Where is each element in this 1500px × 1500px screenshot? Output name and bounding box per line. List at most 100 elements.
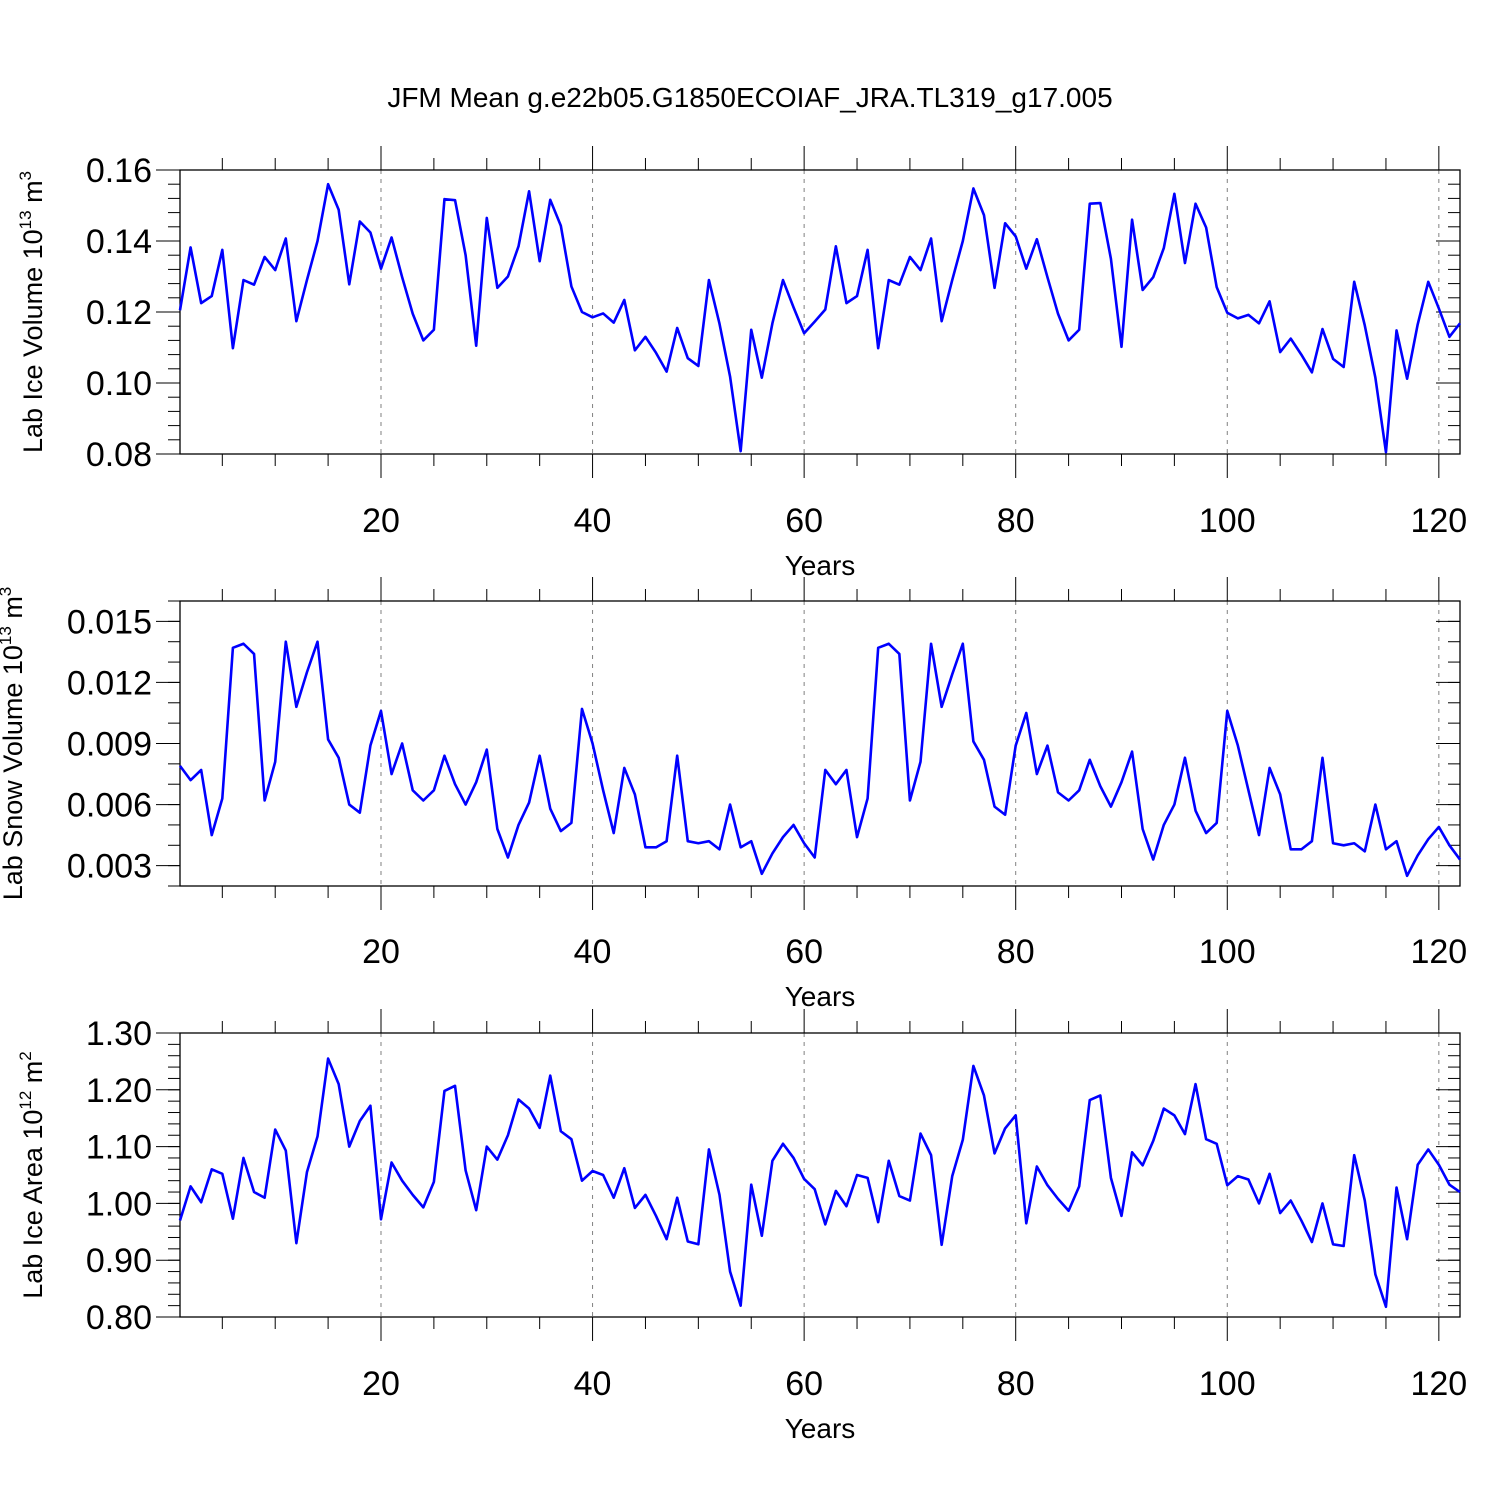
data-point	[1290, 1199, 1292, 1201]
data-point	[782, 279, 784, 281]
data-point	[729, 803, 731, 805]
data-point	[697, 842, 699, 844]
data-point	[1173, 193, 1175, 195]
plot-frame	[179, 1032, 1461, 1318]
data-point	[179, 309, 181, 311]
data-point	[221, 249, 223, 251]
data-point	[951, 1175, 953, 1177]
data-point	[496, 1158, 498, 1160]
data-point	[602, 1174, 604, 1176]
data-point	[263, 256, 265, 258]
data-point	[634, 1207, 636, 1209]
data-point	[655, 1215, 657, 1217]
data-point	[285, 641, 287, 643]
data-point	[1237, 1175, 1239, 1177]
data-point	[1110, 1177, 1112, 1179]
data-point	[951, 673, 953, 675]
data-point	[1395, 329, 1397, 331]
data-point	[581, 1179, 583, 1181]
data-point	[433, 1181, 435, 1183]
data-point	[1004, 1127, 1006, 1129]
data-point	[486, 748, 488, 750]
data-point	[1311, 840, 1313, 842]
data-point	[1427, 281, 1429, 283]
series-line-1	[178, 1057, 1461, 1309]
y-axis-label: Lab Ice Area 1012 m2	[16, 1051, 48, 1299]
data-point	[1036, 238, 1038, 240]
x-axis-label: Years	[785, 550, 856, 581]
data-point	[507, 856, 509, 858]
data-point	[1416, 1164, 1418, 1166]
data-point	[337, 757, 339, 759]
data-point	[401, 276, 403, 278]
data-point	[1184, 757, 1186, 759]
data-point	[1427, 1148, 1429, 1150]
data-point	[1279, 793, 1281, 795]
data-point	[644, 846, 646, 848]
data-point	[517, 1098, 519, 1100]
data-point	[824, 769, 826, 771]
data-point	[665, 1238, 667, 1240]
data-point	[613, 321, 615, 323]
data-point	[263, 1197, 265, 1199]
data-point	[390, 1161, 392, 1163]
data-point	[1046, 276, 1048, 278]
data-point	[1120, 346, 1122, 348]
data-point	[972, 740, 974, 742]
data-point	[1300, 848, 1302, 850]
data-point	[1120, 1215, 1122, 1217]
y-tick-label: 1.20	[86, 1072, 152, 1110]
data-point	[1459, 1191, 1461, 1193]
data-point	[507, 275, 509, 277]
y-tick-label: 0.12	[86, 294, 152, 332]
data-point	[888, 1160, 890, 1162]
data-point	[189, 1185, 191, 1187]
data-point	[443, 198, 445, 200]
data-point	[1279, 1212, 1281, 1214]
data-point	[443, 755, 445, 757]
data-point	[221, 1173, 223, 1175]
data-point	[1046, 744, 1048, 746]
data-point	[1120, 781, 1122, 783]
data-point	[1258, 1202, 1260, 1204]
data-point	[401, 742, 403, 744]
data-point	[866, 249, 868, 251]
x-tick-label: 60	[785, 933, 823, 971]
data-point	[1067, 1210, 1069, 1212]
figure-title: JFM Mean g.e22b05.G1850ECOIAF_JRA.TL319_…	[387, 82, 1112, 113]
x-tick-label: 80	[997, 1365, 1035, 1403]
data-point	[1152, 276, 1154, 278]
data-point	[412, 1194, 414, 1196]
data-point	[845, 1205, 847, 1207]
data-point	[528, 190, 530, 192]
data-point	[634, 349, 636, 351]
data-point	[581, 708, 583, 710]
data-point	[401, 1179, 403, 1181]
data-point	[369, 1105, 371, 1107]
y-tick-label: 0.16	[86, 152, 152, 190]
data-point	[327, 738, 329, 740]
x-tick-label: 100	[1199, 1365, 1256, 1403]
data-point	[380, 710, 382, 712]
x-axis-label: Years	[785, 981, 856, 1012]
chart-panel-3: 20 40 60 80 100 120 0.80 0.90 1.00 1.10 1.20 1.30 Ye…	[16, 1009, 1467, 1444]
data-point	[1067, 339, 1069, 341]
y-tick-label: 0.012	[67, 664, 152, 702]
data-point	[824, 1223, 826, 1225]
data-point	[898, 283, 900, 285]
data-point	[232, 347, 234, 349]
data-point	[221, 797, 223, 799]
data-point	[295, 706, 297, 708]
data-point	[708, 1148, 710, 1150]
data-point	[570, 285, 572, 287]
chart-panel-1: 20 40 60 80 100 120 0.08 0.10 0.12 0.14 0.16 Years L…	[16, 146, 1467, 581]
data-point	[1342, 366, 1344, 368]
x-tick-label: 120	[1410, 1365, 1467, 1403]
data-point	[750, 1183, 752, 1185]
data-point	[729, 1270, 731, 1272]
y-tick-label: 1.10	[86, 1129, 152, 1167]
data-point	[1025, 267, 1027, 269]
data-point	[1332, 358, 1334, 360]
data-point	[845, 302, 847, 304]
data-point	[771, 852, 773, 854]
